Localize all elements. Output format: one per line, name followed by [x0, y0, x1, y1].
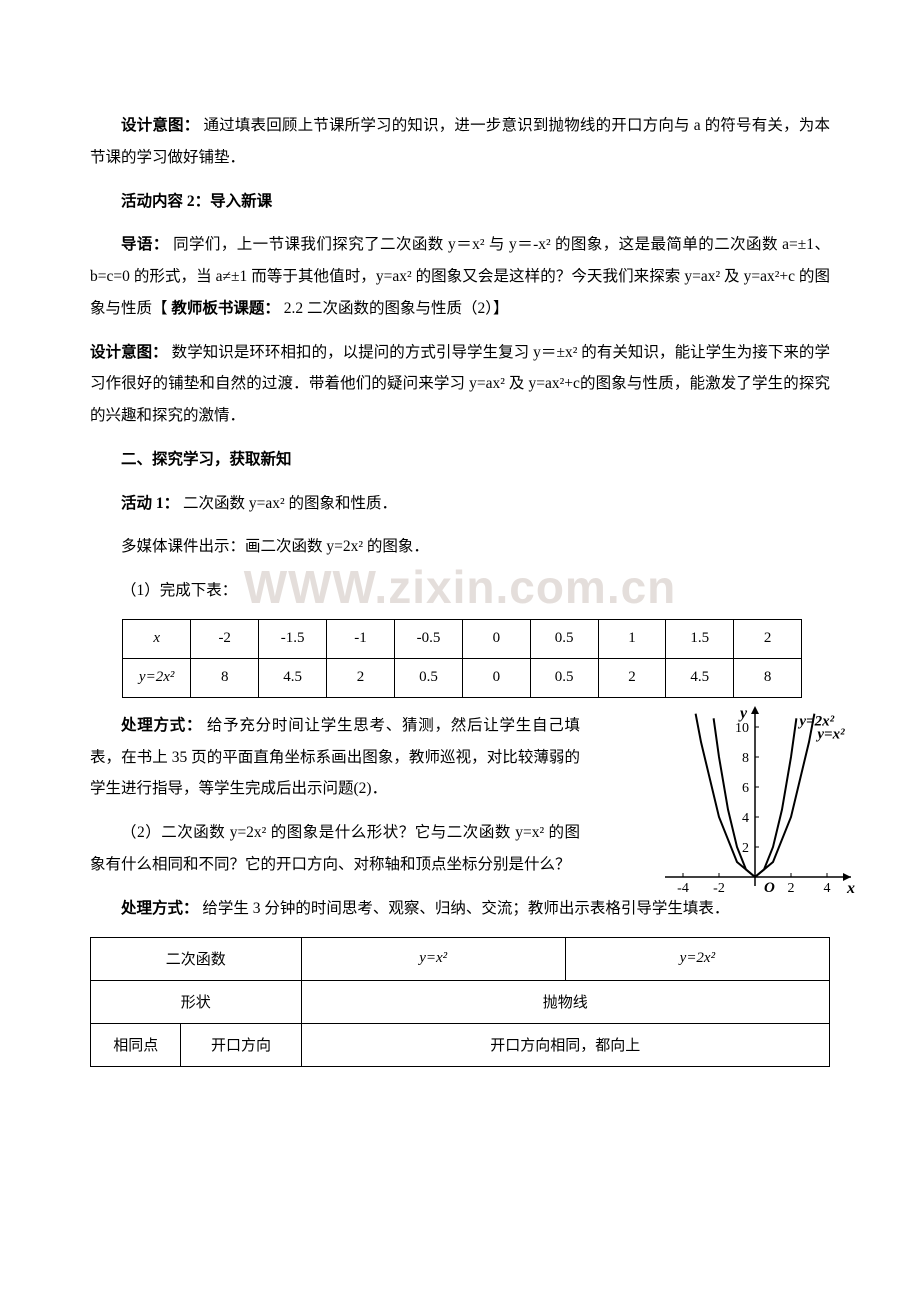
cell-shape-label: 形状	[91, 980, 302, 1023]
text-lead-in-tail: 2.2 二次函数的图象与性质（2）】	[284, 300, 509, 317]
label-lead-in: 导语：	[121, 236, 169, 253]
svg-text:4: 4	[824, 881, 831, 896]
cell: 0.5	[394, 658, 462, 697]
para-design-intent-1: 设计意图： 通过填表回顾上节课所学习的知识，进一步意识到抛物线的开口方向与 a …	[90, 110, 830, 174]
para-complete-table: （1）完成下表：	[90, 575, 830, 607]
cell: 1.5	[666, 619, 734, 658]
text-handling-2: 给学生 3 分钟的时间思考、观察、归纳、交流；教师出示表格引导学生填表．	[202, 900, 729, 917]
label-design-intent-1: 设计意图：	[121, 117, 199, 134]
para-handling-1: 处理方式： 给予充分时间让学生思考、猜测，然后让学生自己填表，在书上 35 页的…	[90, 710, 580, 805]
svg-text:2: 2	[742, 841, 749, 856]
para-activity-1: 活动 1： 二次函数 y=ax² 的图象和性质．	[90, 488, 830, 520]
table-comparison: 二次函数 y=x² y=2x² 形状 抛物线 相同点 开口方向 开口方向相同，都…	[90, 937, 830, 1067]
chart-svg: 246810-4-224Oxyy=2x²y=x²	[660, 702, 875, 902]
cell-open-dir-value: 开口方向相同，都向上	[301, 1023, 829, 1066]
svg-text:6: 6	[742, 781, 749, 796]
cell: 0	[462, 658, 530, 697]
cell: 4.5	[666, 658, 734, 697]
cell: 8	[191, 658, 259, 697]
cell: 0	[462, 619, 530, 658]
table-xy-values: x -2 -1.5 -1 -0.5 0 0.5 1 1.5 2 y=2x² 8 …	[122, 619, 802, 698]
cell: 2	[327, 658, 395, 697]
section-heading: 二、探究学习，获取新知	[90, 444, 830, 476]
svg-text:8: 8	[742, 751, 749, 766]
cell: 2	[734, 619, 802, 658]
cell: -0.5	[394, 619, 462, 658]
text-media-prompt: 多媒体课件出示：画二次函数 y=2x² 的图象．	[121, 538, 429, 555]
cell-x-label: x	[123, 619, 191, 658]
para-design-intent-2: 设计意图： 数学知识是环环相扣的，以提问的方式引导学生复习 y＝±x² 的有关知…	[90, 337, 830, 432]
text-complete-table: （1）完成下表：	[121, 582, 237, 599]
svg-text:-4: -4	[677, 881, 689, 896]
svg-text:O: O	[764, 880, 775, 896]
label-board-title: 教师板书课题：	[171, 300, 280, 317]
para-activity-2-heading: 活动内容 2：导入新课	[90, 186, 830, 218]
heading-explore: 二、探究学习，获取新知	[121, 451, 292, 468]
cell-header-func: 二次函数	[91, 937, 302, 980]
cell: 8	[734, 658, 802, 697]
label-activity-1: 活动 1：	[121, 495, 179, 512]
svg-text:y: y	[738, 705, 748, 722]
cell: -2	[191, 619, 259, 658]
label-design-intent-2: 设计意图：	[90, 344, 168, 361]
label-handling-1: 处理方式：	[121, 717, 202, 734]
para-lead-in: 导语： 同学们，上一节课我们探究了二次函数 y＝x² 与 y＝-x² 的图象，这…	[90, 229, 830, 324]
cell-open-dir-label: 开口方向	[181, 1023, 301, 1066]
svg-text:x: x	[846, 880, 855, 897]
table-row: 二次函数 y=x² y=2x²	[91, 937, 830, 980]
cell-func-1: y=x²	[301, 937, 565, 980]
cell-y-label: y=2x²	[123, 658, 191, 697]
cell: -1.5	[259, 619, 327, 658]
text-design-intent-1: 通过填表回顾上节课所学习的知识，进一步意识到抛物线的开口方向与 a 的符号有关，…	[90, 117, 830, 166]
svg-text:4: 4	[742, 811, 749, 826]
text-activity-1: 二次函数 y=ax² 的图象和性质．	[183, 495, 397, 512]
svg-text:y=x²: y=x²	[815, 726, 845, 742]
cell: 0.5	[530, 658, 598, 697]
svg-text:10: 10	[735, 721, 749, 736]
cell: 4.5	[259, 658, 327, 697]
cell: 1	[598, 619, 666, 658]
table-row: x -2 -1.5 -1 -0.5 0 0.5 1 1.5 2	[123, 619, 802, 658]
cell-shape-value: 抛物线	[301, 980, 829, 1023]
label-handling-2: 处理方式：	[121, 900, 199, 917]
cell-same-label: 相同点	[91, 1023, 181, 1066]
para-question-2: （2）二次函数 y=2x² 的图象是什么形状？它与二次函数 y=x² 的图象有什…	[90, 817, 580, 881]
cell-func-2: y=2x²	[565, 937, 829, 980]
cell: -1	[327, 619, 395, 658]
svg-text:-2: -2	[713, 881, 725, 896]
cell: 0.5	[530, 619, 598, 658]
table-row: 形状 抛物线	[91, 980, 830, 1023]
text-design-intent-2: 数学知识是环环相扣的，以提问的方式引导学生复习 y＝±x² 的有关知识，能让学生…	[90, 344, 830, 425]
text-question-2: （2）二次函数 y=2x² 的图象是什么形状？它与二次函数 y=x² 的图象有什…	[90, 824, 580, 873]
figure-parabola-chart: 246810-4-224Oxyy=2x²y=x²	[660, 702, 865, 902]
svg-text:2: 2	[788, 881, 795, 896]
table-row: 相同点 开口方向 开口方向相同，都向上	[91, 1023, 830, 1066]
table-row: y=2x² 8 4.5 2 0.5 0 0.5 2 4.5 8	[123, 658, 802, 697]
label-activity-2: 活动内容 2：导入新课	[121, 193, 272, 210]
cell: 2	[598, 658, 666, 697]
para-media-prompt: 多媒体课件出示：画二次函数 y=2x² 的图象．	[90, 531, 830, 563]
